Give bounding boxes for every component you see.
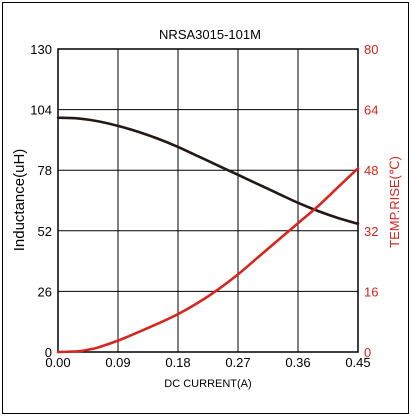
- x-tick-label: 0.18: [165, 355, 190, 370]
- y-left-tick-label: 0: [45, 345, 52, 360]
- chart-title: NRSA3015-101M: [159, 27, 261, 42]
- x-tick-label: 0.36: [285, 355, 310, 370]
- x-tick-label: 0.09: [105, 355, 130, 370]
- plot-area-border: [57, 48, 359, 353]
- tick-labels: 0.00 0.09 0.18 0.27 0.36 0.450265278104130016…: [30, 42, 378, 370]
- y-axis-label-left: Inductance(uH): [11, 149, 28, 252]
- chart-frame: [2, 2, 409, 414]
- y-left-tick-label: 26: [38, 284, 52, 299]
- x-tick-label: 0.45: [345, 355, 370, 370]
- y-right-tick-label: 32: [364, 224, 378, 239]
- y-right-tick-label: 48: [364, 163, 378, 178]
- temp-rise-line: [56, 167, 360, 354]
- y-left-tick-label: 78: [38, 163, 52, 178]
- y-right-tick-label: 16: [364, 284, 378, 299]
- y-left-tick-label: 104: [30, 103, 52, 118]
- y-right-tick-label: 64: [364, 103, 378, 118]
- y-left-tick-label: 52: [38, 224, 52, 239]
- y-right-tick-label: 0: [364, 345, 371, 360]
- x-tick-label: 0.27: [225, 355, 250, 370]
- inductance-line: [56, 116, 360, 226]
- series-lines: [56, 116, 360, 354]
- x-tick-label: 0.00: [45, 355, 70, 370]
- x-axis-label: DC CURRENT(A): [164, 378, 251, 390]
- grid: [58, 49, 358, 352]
- y-left-tick-label: 130: [30, 42, 52, 57]
- y-axis-label-right: TEMP.RISE(℃): [387, 156, 402, 248]
- y-right-tick-label: 80: [364, 42, 378, 57]
